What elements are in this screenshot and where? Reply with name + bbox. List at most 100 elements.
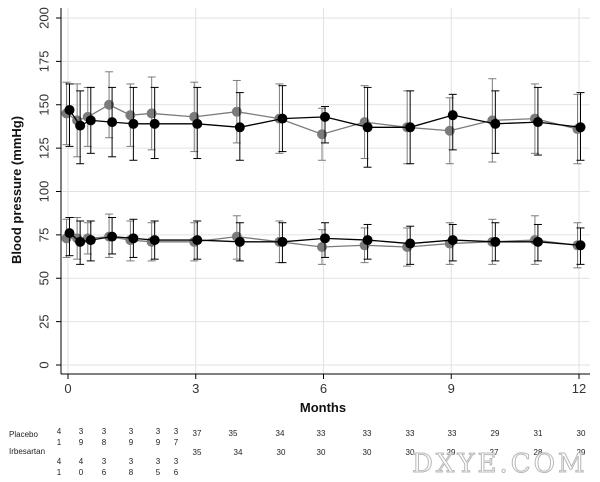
risk-number: 33 [317, 429, 326, 438]
risk-number: 3 [174, 457, 179, 466]
watermark: DXYE.COM [412, 449, 588, 479]
data-point [447, 110, 458, 121]
y-tick-label: 150 [36, 94, 51, 116]
series-line [66, 104, 578, 135]
risk-number: 4 [57, 457, 62, 466]
series-3-diastolic [64, 217, 586, 265]
risk-number: 35 [193, 448, 202, 457]
risk-number: 6 [102, 468, 107, 477]
risk-number: 33 [448, 429, 457, 438]
data-point [405, 122, 416, 133]
data-point [192, 235, 203, 246]
risk-number: 30 [277, 448, 286, 457]
data-point [532, 236, 543, 247]
data-point [405, 238, 416, 249]
series-1-systolic [64, 83, 586, 168]
data-point [128, 233, 139, 244]
y-tick-labels: 0 25 50 75 100 125 150 175 200 [36, 7, 61, 369]
risk-number: 1 [57, 468, 62, 477]
data-point [320, 233, 330, 244]
risk-number: 35 [229, 429, 238, 438]
risk-number: 1 [57, 438, 62, 447]
risk-number: 3 [129, 457, 134, 466]
grid-lines [61, 8, 590, 374]
data-point [447, 235, 458, 246]
risk-number: 6 [174, 468, 179, 477]
risk-number: 30 [317, 448, 326, 457]
x-tick-label: 12 [572, 381, 586, 396]
data-point [75, 120, 86, 131]
risk-number: 4 [57, 427, 62, 436]
y-tick-label: 25 [36, 314, 51, 328]
data-point [490, 118, 501, 129]
risk-number: 9 [129, 438, 134, 447]
risk-number: 27 [490, 448, 499, 457]
data-point [532, 117, 543, 128]
risk-number: 9 [156, 438, 161, 447]
data-point [320, 111, 330, 122]
series-line [66, 235, 578, 248]
x-axis-title: Months [300, 400, 346, 415]
risk-number: 29 [577, 448, 586, 457]
risk-number: 3 [102, 427, 107, 436]
risk-number: 3 [129, 427, 134, 436]
data-point [64, 228, 75, 239]
risk-number: 34 [234, 448, 243, 457]
risk-number: 3 [156, 457, 161, 466]
risk-number: 37 [193, 429, 202, 438]
risk-number: 29 [491, 429, 500, 438]
data-point [149, 235, 160, 246]
data-point [575, 240, 586, 251]
data-point [362, 122, 373, 133]
risk-number: 8 [102, 438, 107, 447]
series-line [68, 109, 581, 128]
risk-row-label-irbesartan: Irbesartan [9, 447, 45, 456]
risk-number: 4 [79, 457, 84, 466]
risk-number: 29 [447, 448, 456, 457]
risk-number: 5 [156, 468, 161, 477]
y-tick-label: 200 [36, 7, 51, 29]
data-point [277, 236, 288, 247]
data-point [75, 236, 86, 247]
risk-number: 0 [79, 468, 84, 477]
risk-number: 33 [363, 429, 372, 438]
x-tick-label: 9 [448, 381, 455, 396]
risk-number: 30 [406, 448, 415, 457]
y-tick-label: 0 [36, 361, 51, 368]
y-tick-label: 100 [36, 181, 51, 203]
risk-number: 3 [102, 457, 107, 466]
data-point [107, 231, 118, 242]
risk-number: 3 [156, 427, 161, 436]
data-point [277, 113, 288, 124]
x-tick-label: 0 [64, 381, 71, 396]
data-point [64, 104, 75, 115]
x-tick-label: 6 [320, 381, 327, 396]
risk-number: 30 [577, 429, 586, 438]
risk-number: 33 [406, 429, 415, 438]
risk-number: 3 [79, 427, 84, 436]
y-tick-label: 175 [36, 51, 51, 73]
risk-number: 30 [363, 448, 372, 457]
risk-number: 7 [174, 438, 179, 447]
risk-number: 28 [534, 448, 543, 457]
data-point [192, 118, 203, 129]
data-point [490, 236, 501, 247]
risk-number: 8 [129, 468, 134, 477]
data-point [234, 122, 245, 133]
x-tick-labels: 0 3 6 9 12 [64, 374, 586, 396]
data-point [575, 122, 586, 133]
risk-number: 31 [534, 429, 543, 438]
y-axis-title: Blood pressure (mmHg) [9, 116, 24, 264]
data-point [234, 236, 245, 247]
data-point [362, 235, 373, 246]
risk-number: 3 [174, 427, 179, 436]
series-line [69, 232, 581, 246]
data-series [61, 71, 586, 269]
x-tick-label: 3 [192, 381, 199, 396]
data-point [107, 117, 118, 128]
data-point [85, 235, 96, 246]
data-point [128, 118, 139, 129]
risk-number: 9 [79, 438, 84, 447]
